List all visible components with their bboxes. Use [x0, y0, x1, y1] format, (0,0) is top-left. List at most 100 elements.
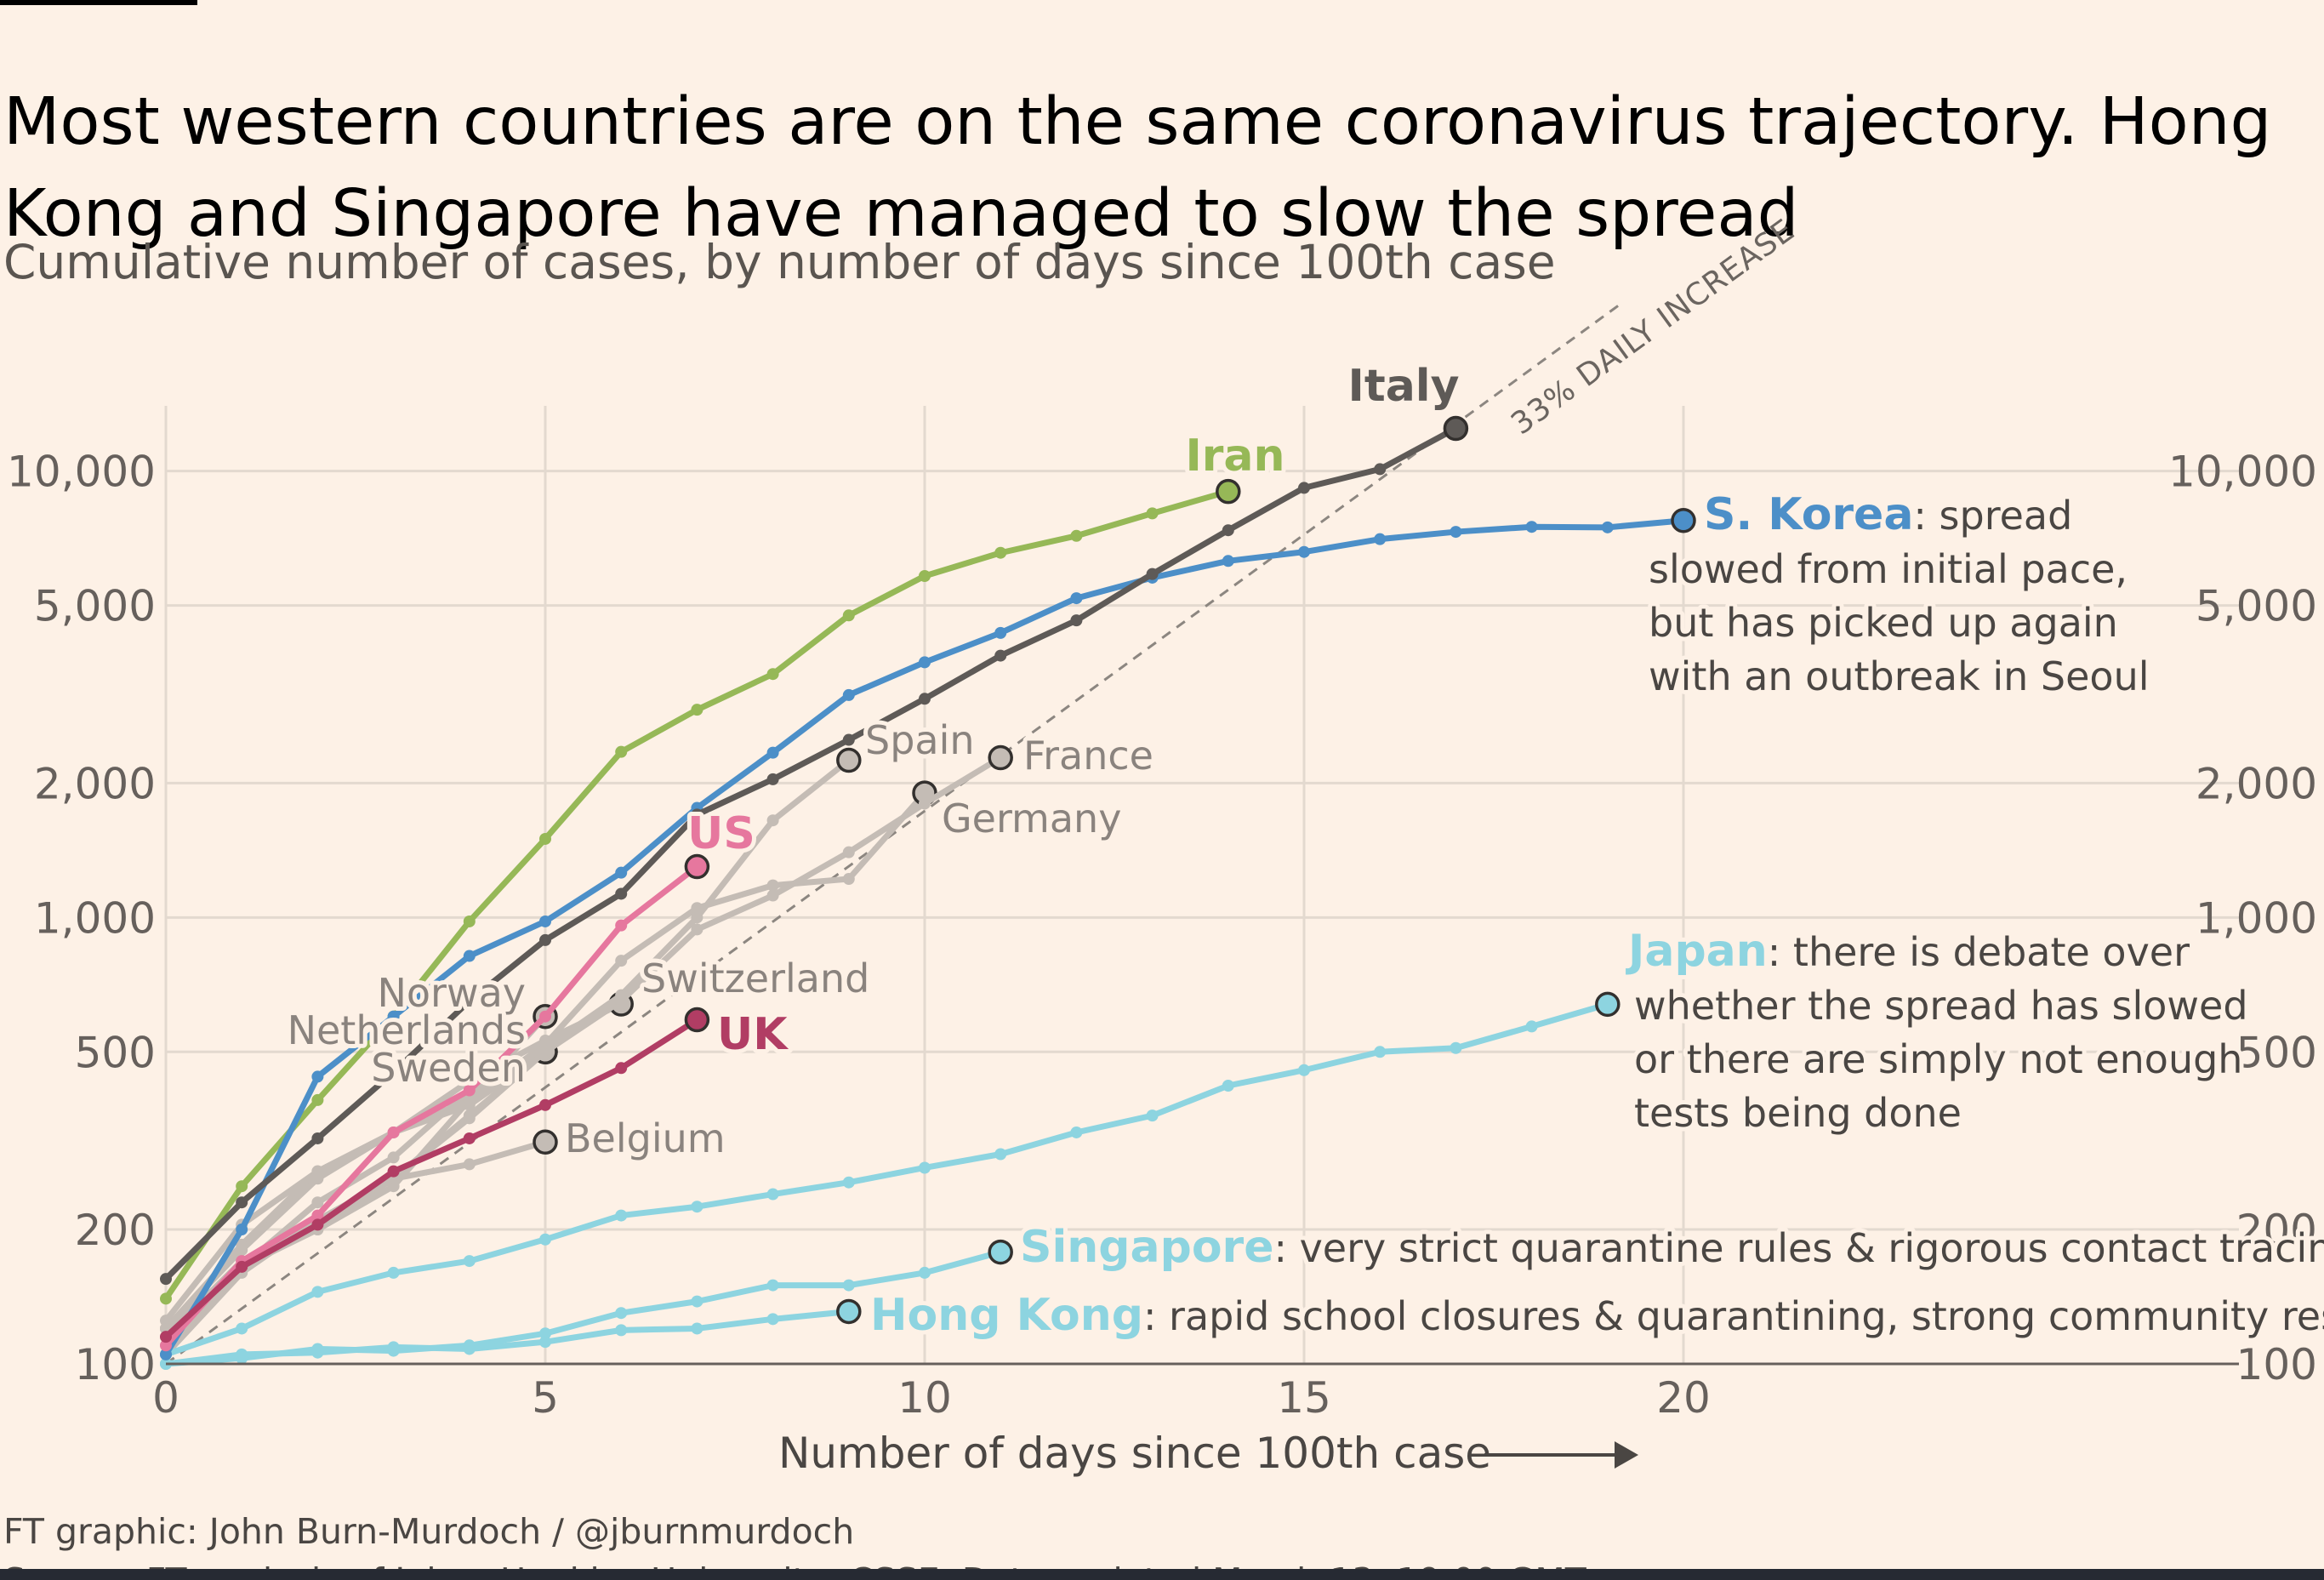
series-line-japan: [162, 1001, 1611, 1358]
data-point-s-korea: [1374, 533, 1387, 545]
data-point-hong-kong: [766, 1313, 779, 1326]
series-label-spain: Spain: [865, 717, 975, 763]
data-point-italy: [1298, 482, 1310, 494]
data-point-iran: [615, 745, 628, 758]
y-tick-label-right: 2,000: [2196, 759, 2317, 808]
data-point-japan: [1222, 1080, 1234, 1092]
series-label-france: France: [1023, 733, 1153, 779]
series-label-norway: Norway: [378, 970, 527, 1016]
series-line-hong-kong: [162, 1308, 852, 1367]
data-point-iran: [160, 1292, 172, 1305]
annotation-text-s-korea: but has picked up again: [1649, 600, 2118, 646]
bottom-bar: [0, 1569, 2324, 1580]
data-point-iran: [539, 832, 551, 845]
data-point-japan: [766, 1188, 779, 1201]
data-point-s-korea: [463, 950, 476, 962]
y-tick-label-right: 5,000: [2196, 582, 2317, 631]
y-tick-label-right: 1,000: [2196, 893, 2317, 943]
data-point-hong-kong: [311, 1346, 324, 1359]
data-point-italy: [1070, 614, 1083, 627]
data-point-uk: [311, 1218, 324, 1231]
data-point-iran: [236, 1180, 248, 1193]
annotation-text-s-korea: slowed from initial pace,: [1649, 546, 2127, 592]
data-point-us: [387, 1126, 400, 1138]
series-label-s-korea: S. Korea: spread: [1704, 489, 2072, 540]
data-point-uk: [160, 1331, 172, 1343]
top-rule: [0, 0, 197, 5]
data-point-singapore: [691, 1295, 703, 1308]
data-point-belgium: [463, 1158, 476, 1171]
data-point-japan: [236, 1322, 248, 1335]
data-point-singapore: [919, 1266, 931, 1279]
data-point-italy: [160, 1273, 172, 1286]
data-point-hong-kong: [236, 1348, 248, 1360]
data-point-us: [539, 1010, 551, 1023]
footer-source: Source: FT analysis of Johns Hopkins Uni…: [3, 1557, 2317, 1569]
data-point-italy: [311, 1132, 324, 1144]
data-point-s-korea: [539, 915, 551, 927]
data-point-japan: [1450, 1041, 1462, 1054]
x-tick-label: 10: [897, 1373, 952, 1423]
x-tick-label: 15: [1277, 1373, 1331, 1423]
data-point-france: [463, 1109, 476, 1122]
data-point-hong-kong: [387, 1341, 400, 1354]
data-point-italy: [387, 1066, 400, 1079]
data-point-japan: [311, 1286, 324, 1298]
data-point-japan: [842, 1176, 855, 1189]
y-tick-label-left: 1,000: [34, 893, 156, 943]
data-point-germany: [236, 1244, 248, 1257]
data-point-uk: [236, 1260, 248, 1273]
data-point-us: [463, 1084, 476, 1097]
data-point-japan: [994, 1148, 1007, 1161]
y-tick-label-right: 100: [2236, 1340, 2317, 1389]
annotation-text-s-korea: with an outbreak in Seoul: [1649, 653, 2150, 699]
data-point-spain: [387, 1151, 400, 1164]
chart-subtitle: Cumulative number of cases, by number of…: [3, 235, 1556, 289]
data-point-singapore: [842, 1279, 855, 1292]
series-line-spain: [162, 757, 852, 1332]
data-point-s-korea: [615, 866, 628, 879]
data-point-germany: [463, 1093, 476, 1106]
data-point-iran: [842, 609, 855, 622]
data-point-uk: [539, 1098, 551, 1111]
data-point-spain: [311, 1196, 324, 1209]
y-tick-label-right: 10,000: [2168, 448, 2317, 497]
data-point-hong-kong: [615, 1324, 628, 1337]
reference-line-layer: 33% DAILY INCREASE: [165, 213, 1802, 1366]
data-point-japan: [387, 1266, 400, 1279]
y-tick-label-left: 10,000: [7, 448, 156, 497]
data-point-s-korea: [1298, 545, 1310, 558]
series-label-iran: Iran: [1185, 431, 1284, 482]
y-tick-label-right: 500: [2236, 1028, 2317, 1077]
series-label-japan: Japan: there is debate over: [1626, 926, 2190, 977]
label-layer: Italy Iran S. Korea: spread slowed from ini…: [283, 356, 2324, 1345]
data-point-s-korea: [1070, 592, 1083, 605]
data-point-italy: [919, 693, 931, 705]
series-label-belgium: Belgium: [565, 1115, 726, 1161]
end-marker-belgium: [533, 1129, 558, 1155]
data-point-s-korea: [387, 1010, 400, 1023]
y-tick-label-left: 500: [75, 1028, 156, 1077]
data-point-uk: [615, 1062, 628, 1075]
series-layer: [160, 415, 1696, 1370]
data-point-italy: [842, 733, 855, 746]
x-tick-label: 0: [152, 1373, 179, 1423]
data-point-japan: [1525, 1020, 1538, 1033]
data-point-iran: [1070, 529, 1083, 542]
data-point-italy: [766, 773, 779, 785]
chart-title: Most western countries are on the same c…: [3, 83, 2272, 252]
reference-line: [165, 301, 1624, 1366]
annotation-text-japan: whether the spread has slowed: [1634, 983, 2248, 1029]
series-label-germany: Germany: [942, 796, 1121, 841]
series-label-netherlands: Netherlands: [288, 1007, 526, 1053]
data-point-japan: [463, 1255, 476, 1268]
series-line-us: [162, 864, 700, 1349]
data-point-japan: [615, 1209, 628, 1222]
data-point-france: [842, 846, 855, 858]
end-marker-uk: [684, 1007, 710, 1033]
end-marker-s-korea: [1671, 507, 1696, 533]
data-point-italy: [615, 887, 628, 900]
series-label-us: US: [687, 808, 755, 859]
